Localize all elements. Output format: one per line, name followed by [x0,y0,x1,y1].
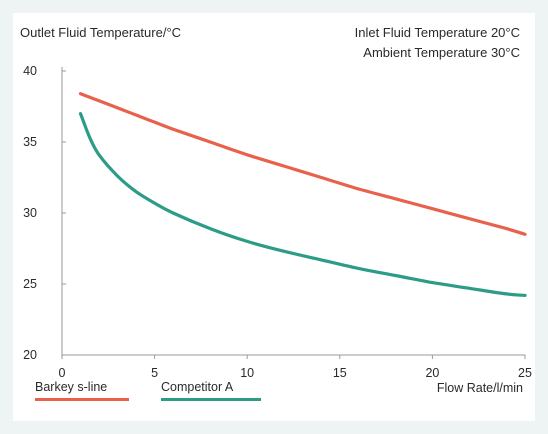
x-tick-label: 0 [59,366,66,380]
series-line-0 [78,92,527,236]
legend-swatch [35,398,129,401]
annotation-inlet-temperature: Inlet Fluid Temperature 20°C [354,25,520,40]
x-tick-label: 20 [425,366,439,380]
series-line-1 [78,112,527,297]
legend-label: Barkey s-line [35,380,108,394]
legend-swatch [161,398,261,401]
y-tick-label: 30 [23,206,37,220]
axis-ticks: 20 25 30 35 40 0 5 10 15 20 25 [23,64,532,380]
x-tick-label: 10 [240,366,254,380]
x-tick-label: 5 [151,366,158,380]
x-tick-label: 15 [333,366,347,380]
legend-label: Competitor A [161,380,234,394]
chart-axes [61,67,525,356]
chart-panel [13,13,535,421]
legend-item-competitor: Competitor A [161,380,261,401]
x-tick-label: 25 [518,366,532,380]
y-tick-label: 35 [23,135,37,149]
annotation-ambient-temperature: Ambient Temperature 30°C [363,45,520,60]
y-tick-label: 20 [23,348,37,362]
legend-item-barkey: Barkey s-line [35,380,129,401]
y-tick-label: 40 [23,64,37,78]
x-axis-label: Flow Rate/l/min [436,381,523,395]
data-series [78,92,527,297]
y-axis-label: Outlet Fluid Temperature/°C [20,25,182,40]
y-tick-label: 25 [23,277,37,291]
